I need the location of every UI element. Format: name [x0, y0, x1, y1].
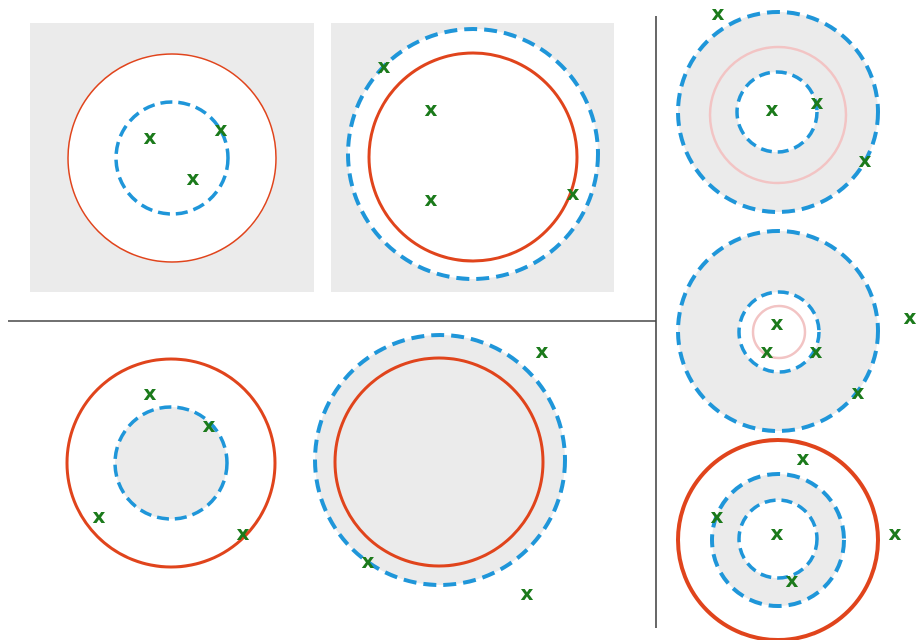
x-marker: x: [797, 446, 810, 470]
panel-top-left: x x x: [30, 23, 314, 292]
blue-dashed-circle: [113, 405, 229, 521]
x-marker: x: [766, 97, 779, 121]
panel-right-top: x x x x: [676, 1, 880, 214]
blue-dashed-circle: [114, 100, 230, 216]
panel-right-bottom: x x x x x: [676, 438, 902, 640]
x-marker: x: [711, 504, 724, 528]
x-marker: x: [771, 521, 784, 545]
x-marker: x: [215, 117, 228, 141]
faint-red-circle: [708, 45, 848, 185]
x-marker: x: [425, 187, 438, 211]
red-circle: [333, 356, 545, 568]
x-marker: x: [144, 381, 157, 405]
x-marker: x: [144, 125, 157, 149]
panel-top-middle: x x x x: [331, 23, 614, 292]
x-marker: x: [810, 339, 823, 363]
blue-dashed-circle-inner: [735, 70, 819, 154]
x-marker: x: [811, 90, 824, 114]
x-marker: x: [425, 97, 438, 121]
panel-bottom-left: x x x x: [65, 357, 277, 569]
x-marker: x: [362, 549, 375, 573]
panel-bottom-middle: x x x: [313, 333, 567, 605]
x-marker: x: [852, 380, 865, 404]
x-marker: x: [567, 181, 580, 205]
blue-dashed-circle-inner: [737, 498, 819, 580]
x-marker: x: [889, 521, 902, 545]
x-marker: x: [771, 311, 784, 335]
x-marker: x: [859, 148, 872, 172]
x-marker: x: [521, 581, 534, 605]
x-marker: x: [378, 54, 391, 78]
faint-red-circle: [751, 304, 807, 360]
x-marker: x: [536, 339, 549, 363]
panel-right-middle: x x x x x: [676, 229, 917, 433]
x-marker: x: [761, 339, 774, 363]
x-marker: x: [786, 568, 799, 592]
x-marker: x: [237, 521, 250, 545]
x-marker: x: [187, 166, 200, 190]
x-marker: x: [203, 413, 216, 437]
red-circle: [367, 51, 579, 263]
x-marker: x: [93, 504, 106, 528]
blue-dashed-circle-inner: [737, 290, 821, 374]
x-marker: x: [712, 1, 725, 25]
x-marker: x: [904, 305, 917, 329]
